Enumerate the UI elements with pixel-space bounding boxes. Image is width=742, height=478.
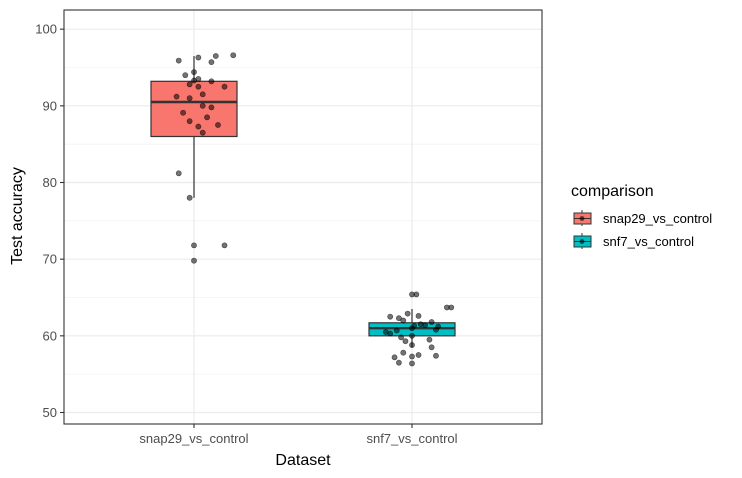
data-point	[221, 242, 228, 249]
y-tick-label: 60	[43, 328, 57, 343]
data-point	[413, 291, 420, 298]
data-point	[409, 360, 415, 367]
data-point	[396, 359, 402, 366]
legend-key-snap29_vs_control: snap29_vs_control	[573, 210, 712, 226]
box-snap29_vs_control	[150, 56, 238, 198]
data-point	[199, 91, 206, 98]
data-point	[428, 319, 435, 325]
data-point	[221, 83, 228, 90]
data-point	[191, 257, 197, 264]
data-point	[195, 123, 202, 130]
data-point	[186, 81, 193, 88]
data-point	[415, 312, 422, 319]
data-point	[175, 170, 182, 177]
data-point	[396, 315, 402, 322]
data-point	[173, 93, 180, 100]
y-tick-label: 50	[43, 405, 57, 420]
data-point	[199, 129, 206, 136]
data-point	[191, 242, 197, 249]
y-tick-label: 70	[43, 252, 57, 267]
data-point	[230, 52, 237, 59]
data-point	[409, 342, 415, 348]
data-point	[426, 336, 433, 343]
data-point	[393, 327, 400, 334]
x-tick-label: snf7_vs_control	[366, 431, 457, 446]
data-point	[443, 304, 450, 311]
legend: comparison snap29_vs_control snf7_vs_cont…	[571, 183, 712, 249]
data-point	[215, 122, 221, 128]
data-point	[400, 349, 407, 356]
data-point	[199, 102, 206, 109]
data-point	[391, 354, 398, 361]
data-point	[409, 332, 415, 339]
data-point	[212, 53, 219, 59]
y-tick-label: 80	[43, 175, 57, 190]
y-tick-label: 90	[43, 98, 57, 113]
legend-key-point	[579, 239, 585, 244]
legend-key-point	[579, 216, 585, 221]
data-point	[180, 109, 186, 116]
data-point	[182, 72, 189, 79]
data-point	[175, 57, 182, 64]
data-point	[387, 330, 394, 337]
data-point	[204, 114, 210, 121]
plot-panel	[64, 10, 542, 424]
data-point	[208, 104, 215, 111]
panel-border	[63, 9, 543, 425]
data-point	[387, 313, 394, 320]
legend-title: comparison	[571, 183, 654, 200]
data-point	[186, 194, 193, 201]
data-point	[409, 353, 415, 360]
y-tick-label: 100	[35, 22, 57, 37]
data-point	[428, 344, 435, 351]
x-axis-title: Dataset	[275, 452, 331, 469]
data-point	[186, 95, 193, 102]
x-tick-label: snap29_vs_control	[139, 431, 248, 446]
data-point	[191, 69, 197, 75]
legend-label: snap29_vs_control	[603, 211, 712, 226]
box-iqr	[150, 80, 238, 138]
data-point	[415, 352, 422, 358]
data-point	[191, 77, 197, 84]
data-point	[195, 54, 202, 61]
data-point	[208, 78, 215, 85]
data-point	[404, 310, 411, 317]
y-axis-title: Test accuracy	[9, 167, 26, 265]
data-point	[409, 325, 415, 332]
data-point	[186, 118, 193, 125]
legend-label: snf7_vs_control	[603, 234, 694, 249]
data-point	[402, 338, 409, 345]
data-point	[422, 322, 428, 328]
points-snap29_vs_control	[173, 52, 237, 264]
data-point	[433, 326, 439, 333]
legend-key-snf7_vs_control: snf7_vs_control	[573, 233, 694, 249]
data-point	[398, 334, 404, 341]
data-point	[208, 59, 215, 66]
points-snf7_vs_control	[382, 291, 455, 367]
data-point	[433, 352, 439, 359]
data-point	[195, 83, 202, 90]
